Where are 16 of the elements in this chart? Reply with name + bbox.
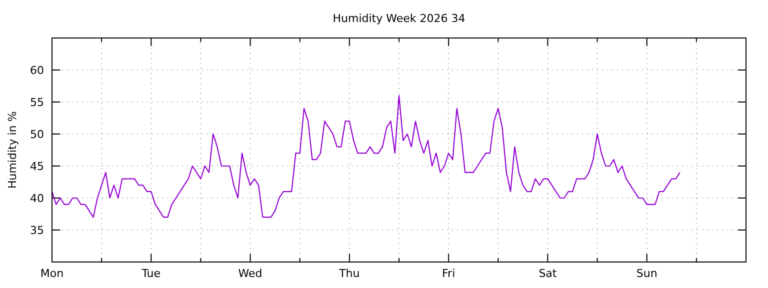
line-series bbox=[51, 95, 680, 218]
x-tick-label: Thu bbox=[338, 267, 360, 280]
y-tick-label: 45 bbox=[30, 160, 44, 173]
y-axis-title: Humidity in % bbox=[6, 111, 19, 189]
x-tick-label: Wed bbox=[238, 267, 262, 280]
y-tick-label: 35 bbox=[30, 224, 44, 237]
chart-title: Humidity Week 2026 34 bbox=[332, 12, 466, 25]
x-tick-label: Mon bbox=[40, 267, 64, 280]
x-tick-label: Sat bbox=[538, 267, 558, 280]
y-tick-label: 60 bbox=[30, 64, 44, 77]
y-tick-label: 40 bbox=[30, 192, 44, 205]
y-tick-label: 50 bbox=[30, 128, 44, 141]
x-tick-label: Tue bbox=[140, 267, 161, 280]
x-tick-label: Fri bbox=[442, 267, 456, 280]
x-tick-label: Sun bbox=[636, 267, 658, 280]
y-tick-label: 55 bbox=[30, 96, 44, 109]
